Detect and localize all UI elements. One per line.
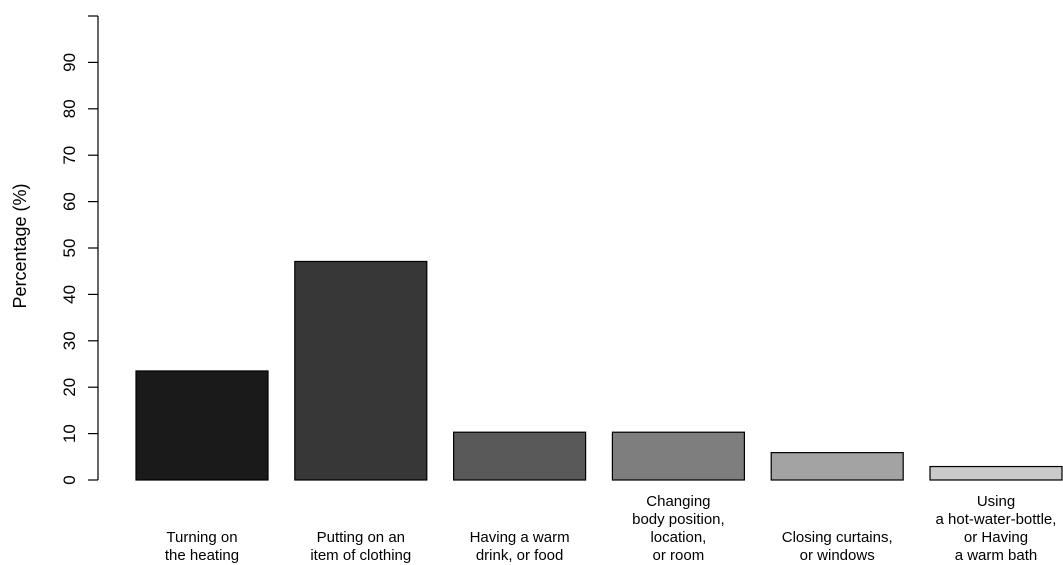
y-tick-label: 70 xyxy=(60,146,79,165)
y-axis: 0 10 20 30 40 50 60 70 80 90 xyxy=(60,15,99,485)
bars xyxy=(135,260,1063,481)
category-label: Having a warm drink, or food xyxy=(470,529,570,564)
bar xyxy=(770,452,904,481)
y-tick-label: 20 xyxy=(60,378,79,397)
y-axis-label: Percentage (%) xyxy=(10,183,30,308)
category-label: Using a hot-water-bottle, or Having a warm … xyxy=(936,493,1057,564)
y-tick-label: 30 xyxy=(60,331,79,350)
y-tick-label: 80 xyxy=(60,99,79,118)
bar xyxy=(611,431,746,481)
category-label: Closing curtains, or windows xyxy=(782,529,893,564)
category-label: Putting on an item of clothing xyxy=(310,529,411,564)
y-tick-label: 40 xyxy=(60,285,79,304)
category-labels: Turning on the heating Putting on an item o… xyxy=(165,493,1057,564)
y-tick-label: 10 xyxy=(60,424,79,443)
y-tick-label: 60 xyxy=(60,192,79,211)
bar xyxy=(135,370,269,481)
y-tick-label: 0 xyxy=(60,475,79,484)
bar xyxy=(294,260,428,481)
bar xyxy=(453,431,587,481)
y-tick-label: 90 xyxy=(60,53,79,72)
bar xyxy=(929,465,1063,481)
category-label: Turning on the heating xyxy=(165,529,239,564)
category-label: Changing body position, location, or room xyxy=(632,493,725,564)
y-tick-label: 50 xyxy=(60,239,79,258)
